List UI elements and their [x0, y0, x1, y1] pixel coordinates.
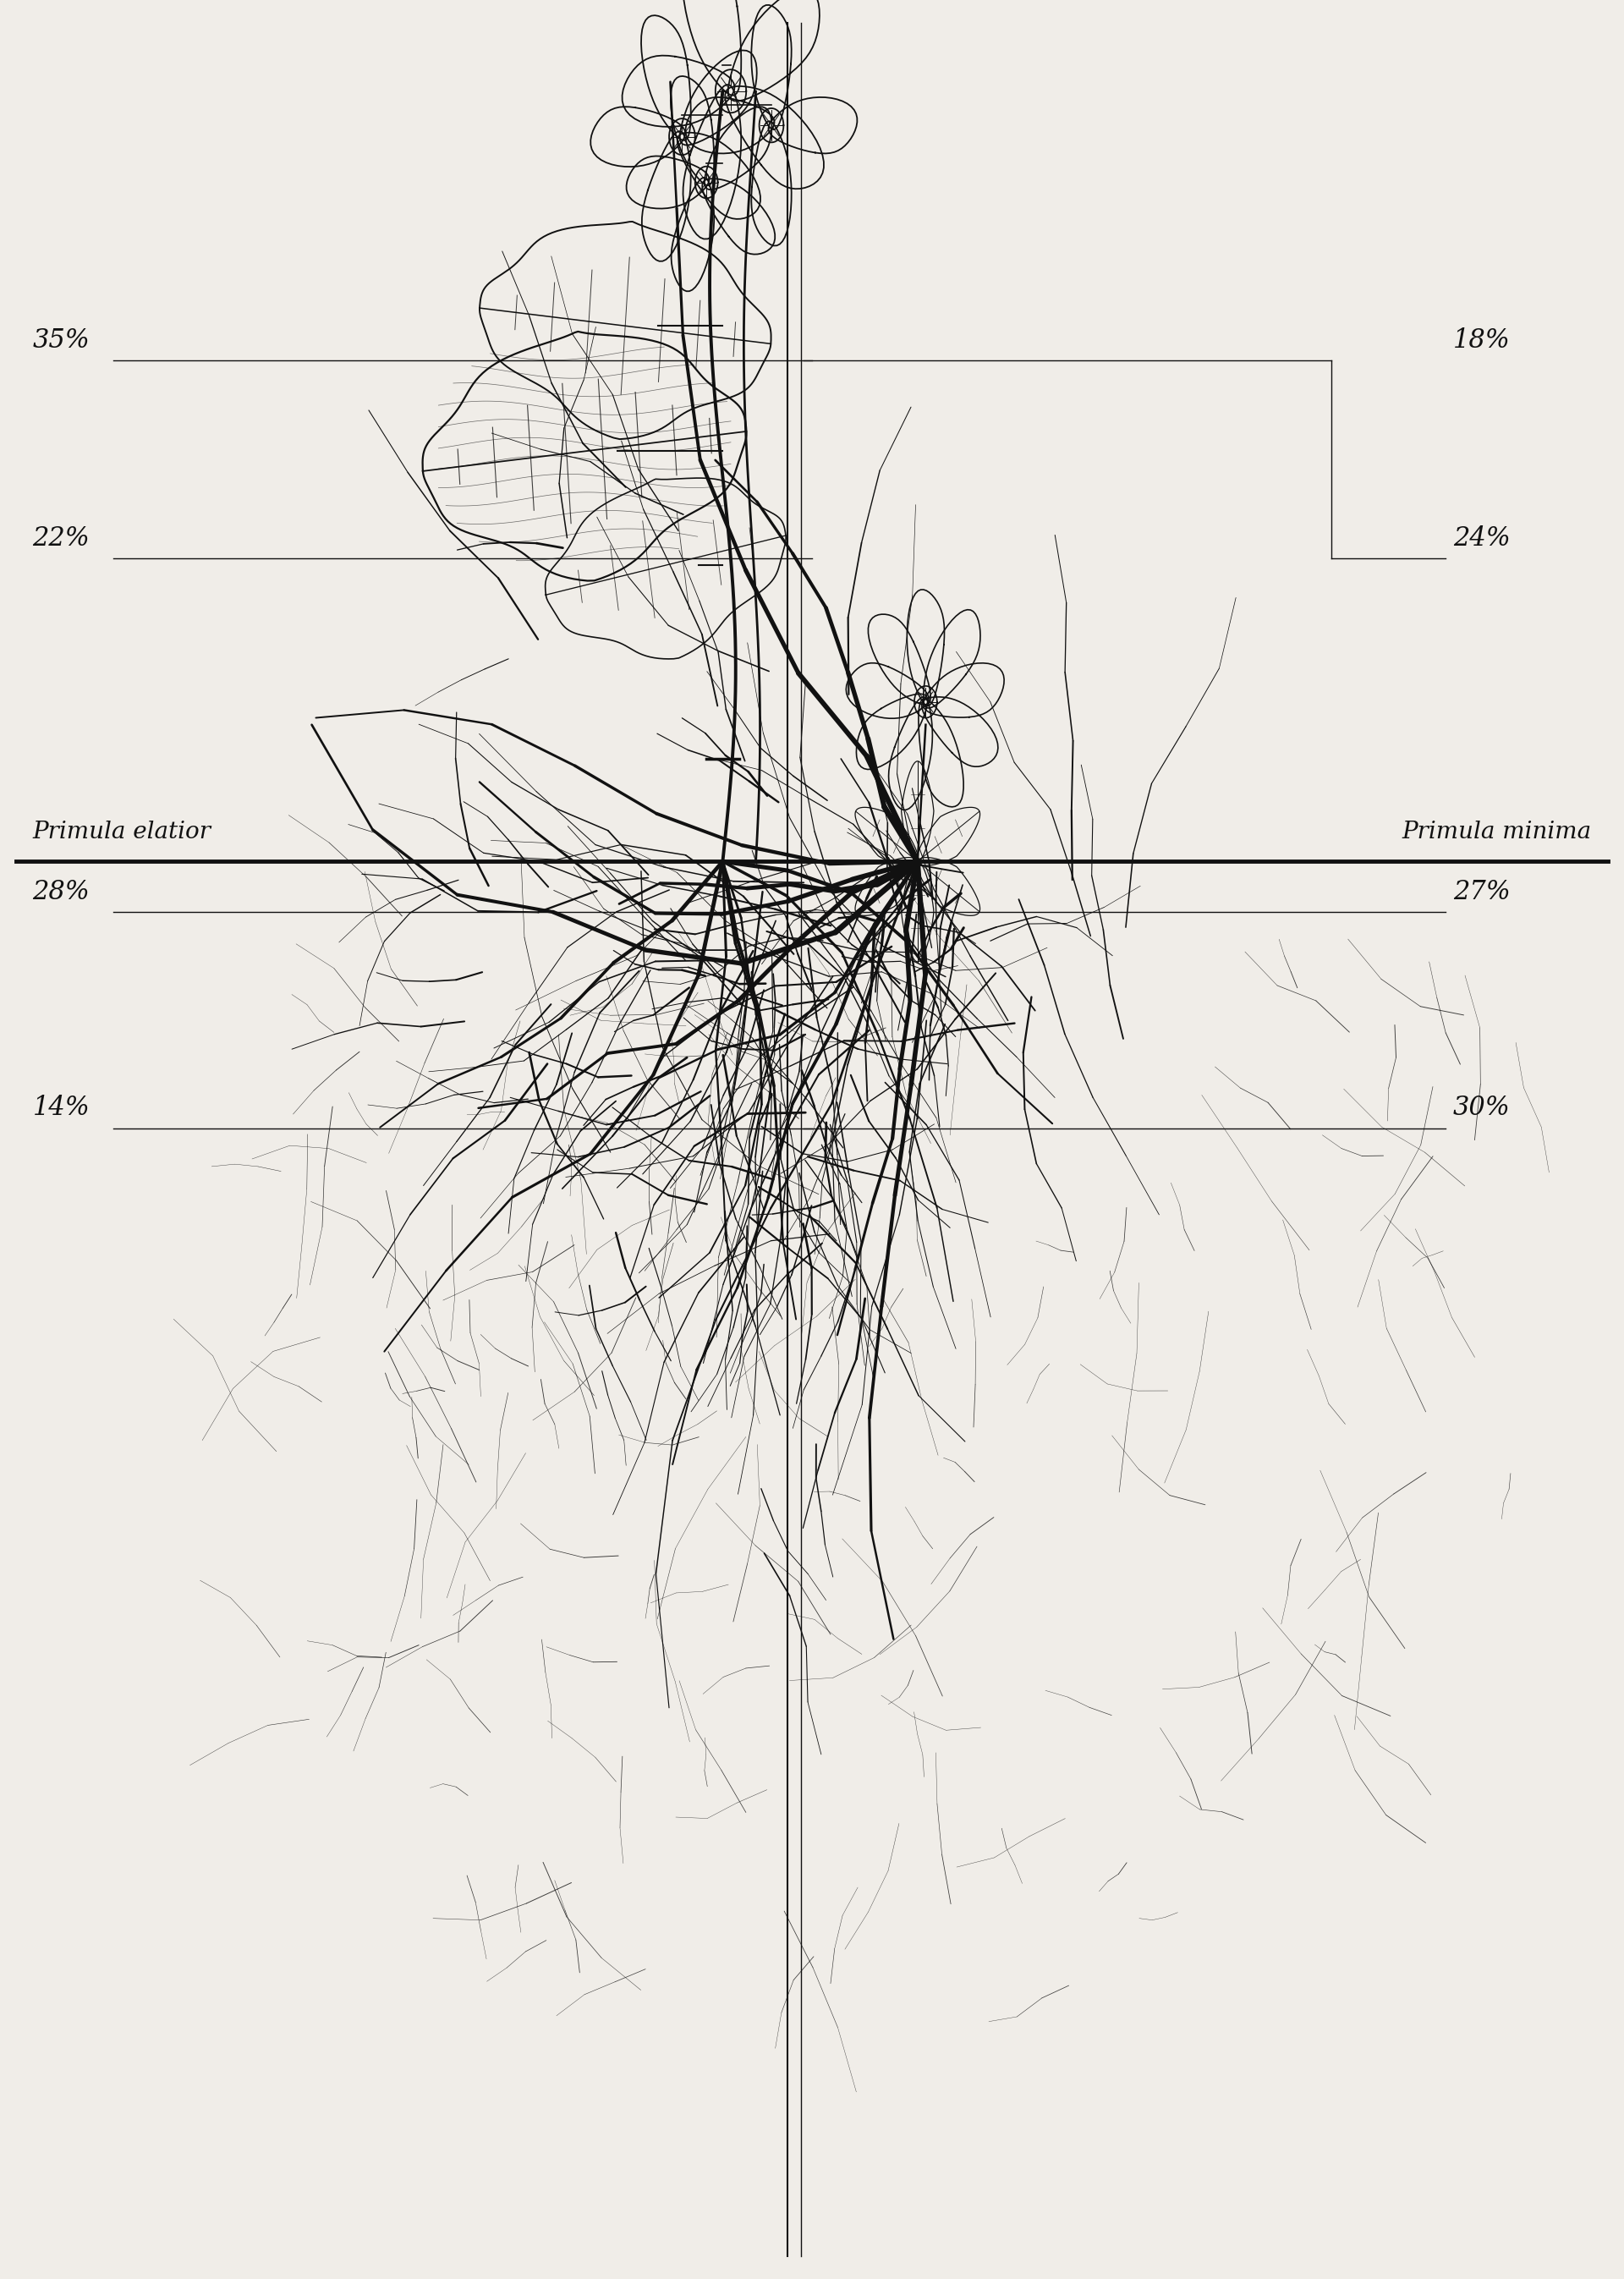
Text: 22%: 22% [32, 524, 89, 552]
Text: 28%: 28% [32, 877, 89, 905]
Text: 35%: 35% [32, 326, 89, 353]
Text: 24%: 24% [1453, 524, 1510, 552]
Text: 18%: 18% [1453, 326, 1510, 353]
Text: 27%: 27% [1453, 877, 1510, 905]
Text: 14%: 14% [32, 1094, 89, 1121]
Text: Primula elatior: Primula elatior [32, 820, 211, 843]
Text: 30%: 30% [1453, 1094, 1510, 1121]
Text: Primula minima: Primula minima [1402, 820, 1592, 843]
